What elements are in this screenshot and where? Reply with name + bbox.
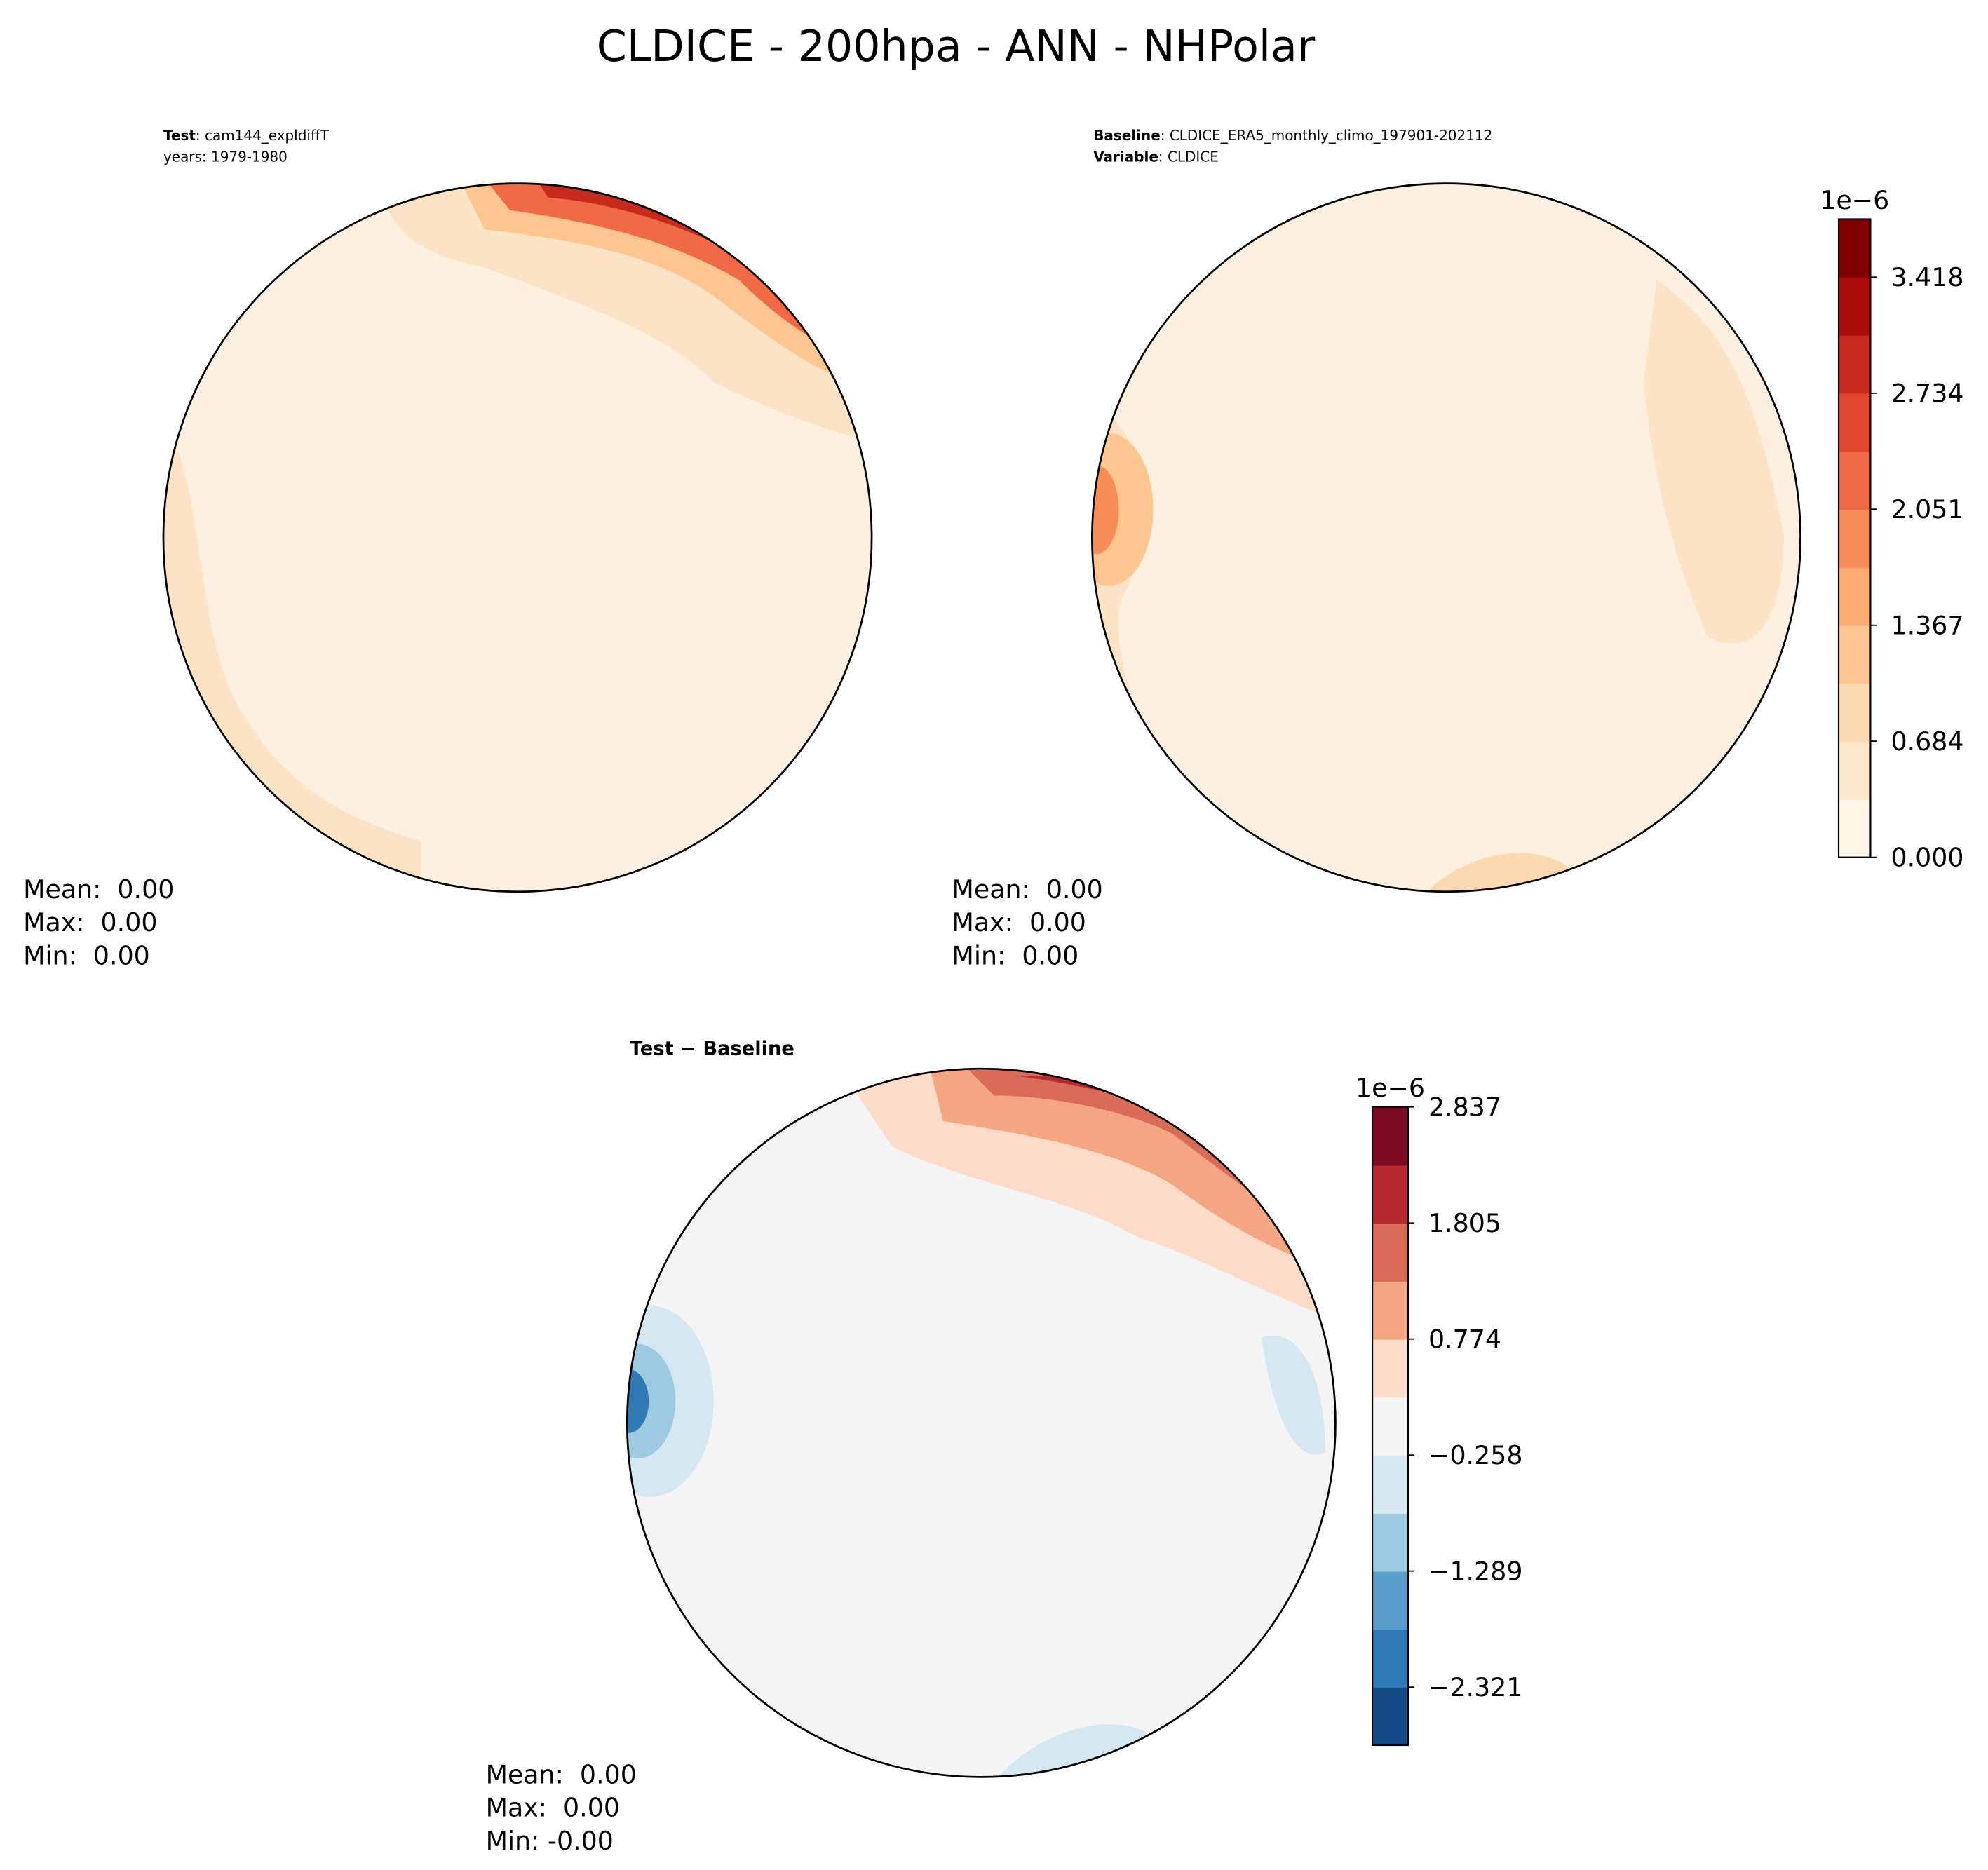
colorbar-band: [1372, 1339, 1408, 1398]
panel-header: years: 1979-1980: [163, 149, 288, 165]
colorbar-band: [1372, 1280, 1408, 1340]
header-label: Test − Baseline: [630, 1038, 794, 1059]
colorbar-frame: [1837, 218, 1872, 858]
colorbar-band: [1372, 1512, 1408, 1572]
colorbar-band: [1839, 334, 1871, 394]
colorbar-band: [1839, 625, 1871, 684]
figure-title: CLDICE - 200hpa - ANN - NHPolar: [597, 21, 1316, 72]
colorbar-band: [1839, 393, 1871, 452]
colorbar-band: [1372, 1223, 1408, 1282]
colorbar-tick-label: 2.051: [1891, 494, 1963, 524]
stat-line: Max: 0.00: [23, 907, 157, 937]
header-label: Baseline: [1093, 127, 1161, 144]
stat-line: Min: 0.00: [23, 940, 150, 970]
map-panel: [162, 182, 873, 893]
colorbar-offset: 1e−6: [1820, 185, 1889, 215]
colorbar-band: [1839, 277, 1871, 336]
stat-line: Min: 0.00: [952, 940, 1079, 970]
stat-line: Max: 0.00: [952, 907, 1086, 937]
colorbar-tick-label: 0.774: [1428, 1324, 1501, 1354]
colorbar-band: [1372, 1571, 1408, 1630]
colorbar-band: [1372, 1106, 1408, 1166]
colorbar-band: [1839, 451, 1871, 510]
panel-header: Test: cam144_expldiffT: [163, 127, 330, 144]
header-text: : cam144_expldiffT: [196, 127, 330, 144]
colorbar-band: [1839, 509, 1871, 568]
colorbar-band: [1372, 1455, 1408, 1514]
panel-header: Variable: CLDICE: [1093, 149, 1219, 165]
colorbar-band: [1372, 1397, 1408, 1456]
panel-header: Baseline: CLDICE_ERA5_monthly_climo_1979…: [1093, 127, 1492, 144]
colorbar-band: [1372, 1687, 1408, 1746]
colorbar-frame: [1371, 1106, 1409, 1747]
colorbar-offset: 1e−6: [1355, 1073, 1425, 1103]
colorbar-tick-label: 2.837: [1428, 1092, 1501, 1122]
colorbar-tick-label: −1.289: [1428, 1556, 1522, 1586]
panel-header: Test − Baseline: [630, 1038, 794, 1059]
colorbar-band: [1839, 683, 1871, 743]
colorbar-tick-label: 3.418: [1891, 262, 1963, 292]
header-label: Test: [163, 127, 196, 144]
colorbar-band: [1839, 799, 1871, 858]
stat-line: Min: -0.00: [486, 1826, 614, 1856]
colorbar-tick-label: 0.000: [1891, 842, 1963, 872]
colorbar-tick-label: 0.684: [1891, 726, 1963, 757]
stat-line: Max: 0.00: [486, 1793, 620, 1823]
stat-line: Mean: 0.00: [486, 1759, 637, 1789]
colorbar-tick-label: −2.321: [1428, 1672, 1522, 1702]
colorbar-tick-label: 1.367: [1891, 610, 1963, 640]
header-text: years: 1979-1980: [163, 149, 288, 165]
colorbar-band: [1839, 567, 1871, 626]
map-panel: [626, 1067, 1337, 1778]
colorbar-tick-label: 2.734: [1891, 379, 1963, 409]
stat-line: Mean: 0.00: [23, 874, 174, 904]
colorbar-tick-label: 1.805: [1428, 1208, 1501, 1238]
stat-line: Mean: 0.00: [952, 874, 1103, 904]
colorbar-band: [1372, 1629, 1408, 1688]
header-label: Variable: [1093, 149, 1158, 165]
colorbar-tick-label: −0.258: [1428, 1440, 1522, 1470]
colorbar-band: [1839, 741, 1871, 800]
header-text: : CLDICE_ERA5_monthly_climo_197901-20211…: [1161, 127, 1493, 144]
colorbar-band: [1839, 219, 1871, 278]
map-panel: [1091, 182, 1801, 893]
header-text: : CLDICE: [1158, 149, 1219, 165]
colorbar-band: [1372, 1165, 1408, 1224]
